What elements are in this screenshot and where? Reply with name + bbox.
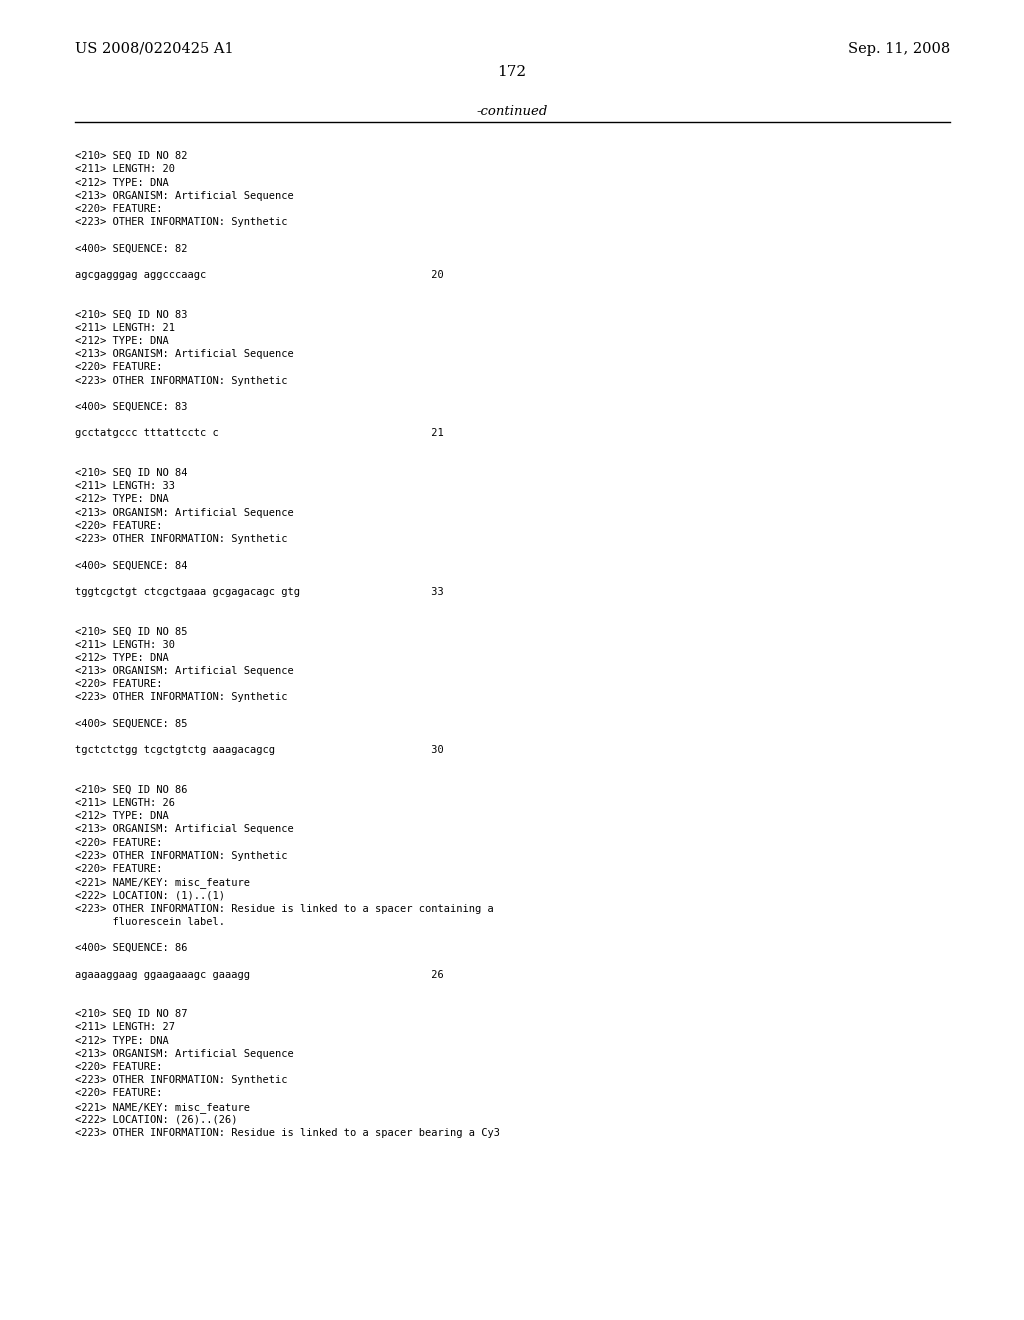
Text: <212> TYPE: DNA: <212> TYPE: DNA — [75, 653, 169, 663]
Text: <400> SEQUENCE: 83: <400> SEQUENCE: 83 — [75, 403, 187, 412]
Text: <211> LENGTH: 21: <211> LENGTH: 21 — [75, 323, 175, 333]
Text: <220> FEATURE:: <220> FEATURE: — [75, 865, 163, 874]
Text: <221> NAME/KEY: misc_feature: <221> NAME/KEY: misc_feature — [75, 878, 250, 888]
Text: <211> LENGTH: 30: <211> LENGTH: 30 — [75, 640, 175, 649]
Text: fluorescein label.: fluorescein label. — [75, 917, 225, 927]
Text: <222> LOCATION: (26)..(26): <222> LOCATION: (26)..(26) — [75, 1115, 238, 1125]
Text: <213> ORGANISM: Artificial Sequence: <213> ORGANISM: Artificial Sequence — [75, 508, 294, 517]
Text: <220> FEATURE:: <220> FEATURE: — [75, 363, 163, 372]
Text: <212> TYPE: DNA: <212> TYPE: DNA — [75, 178, 169, 187]
Text: <211> LENGTH: 20: <211> LENGTH: 20 — [75, 165, 175, 174]
Text: <212> TYPE: DNA: <212> TYPE: DNA — [75, 1036, 169, 1045]
Text: <223> OTHER INFORMATION: Synthetic: <223> OTHER INFORMATION: Synthetic — [75, 376, 288, 385]
Text: <223> OTHER INFORMATION: Residue is linked to a spacer containing a: <223> OTHER INFORMATION: Residue is link… — [75, 904, 494, 913]
Text: -continued: -continued — [476, 106, 548, 117]
Text: <213> ORGANISM: Artificial Sequence: <213> ORGANISM: Artificial Sequence — [75, 667, 294, 676]
Text: <220> FEATURE:: <220> FEATURE: — [75, 521, 163, 531]
Text: <223> OTHER INFORMATION: Synthetic: <223> OTHER INFORMATION: Synthetic — [75, 218, 288, 227]
Text: <213> ORGANISM: Artificial Sequence: <213> ORGANISM: Artificial Sequence — [75, 825, 294, 834]
Text: tgctctctgg tcgctgtctg aaagacagcg                         30: tgctctctgg tcgctgtctg aaagacagcg 30 — [75, 746, 443, 755]
Text: <221> NAME/KEY: misc_feature: <221> NAME/KEY: misc_feature — [75, 1102, 250, 1113]
Text: <222> LOCATION: (1)..(1): <222> LOCATION: (1)..(1) — [75, 891, 225, 900]
Text: <211> LENGTH: 26: <211> LENGTH: 26 — [75, 799, 175, 808]
Text: <211> LENGTH: 33: <211> LENGTH: 33 — [75, 482, 175, 491]
Text: agaaaggaag ggaagaaagc gaaagg                             26: agaaaggaag ggaagaaagc gaaagg 26 — [75, 970, 443, 979]
Text: <210> SEQ ID NO 86: <210> SEQ ID NO 86 — [75, 785, 187, 795]
Text: US 2008/0220425 A1: US 2008/0220425 A1 — [75, 42, 233, 55]
Text: <212> TYPE: DNA: <212> TYPE: DNA — [75, 495, 169, 504]
Text: <213> ORGANISM: Artificial Sequence: <213> ORGANISM: Artificial Sequence — [75, 1049, 294, 1059]
Text: <220> FEATURE:: <220> FEATURE: — [75, 1089, 163, 1098]
Text: <223> OTHER INFORMATION: Residue is linked to a spacer bearing a Cy3: <223> OTHER INFORMATION: Residue is link… — [75, 1129, 500, 1138]
Text: <210> SEQ ID NO 85: <210> SEQ ID NO 85 — [75, 627, 187, 636]
Text: <400> SEQUENCE: 85: <400> SEQUENCE: 85 — [75, 719, 187, 729]
Text: <400> SEQUENCE: 82: <400> SEQUENCE: 82 — [75, 244, 187, 253]
Text: <213> ORGANISM: Artificial Sequence: <213> ORGANISM: Artificial Sequence — [75, 350, 294, 359]
Text: gcctatgccc tttattcctc c                                  21: gcctatgccc tttattcctc c 21 — [75, 429, 443, 438]
Text: <220> FEATURE:: <220> FEATURE: — [75, 680, 163, 689]
Text: <213> ORGANISM: Artificial Sequence: <213> ORGANISM: Artificial Sequence — [75, 191, 294, 201]
Text: <400> SEQUENCE: 86: <400> SEQUENCE: 86 — [75, 944, 187, 953]
Text: <223> OTHER INFORMATION: Synthetic: <223> OTHER INFORMATION: Synthetic — [75, 535, 288, 544]
Text: Sep. 11, 2008: Sep. 11, 2008 — [848, 42, 950, 55]
Text: <220> FEATURE:: <220> FEATURE: — [75, 205, 163, 214]
Text: <223> OTHER INFORMATION: Synthetic: <223> OTHER INFORMATION: Synthetic — [75, 1076, 288, 1085]
Text: <220> FEATURE:: <220> FEATURE: — [75, 1063, 163, 1072]
Text: <212> TYPE: DNA: <212> TYPE: DNA — [75, 812, 169, 821]
Text: <210> SEQ ID NO 84: <210> SEQ ID NO 84 — [75, 469, 187, 478]
Text: <210> SEQ ID NO 83: <210> SEQ ID NO 83 — [75, 310, 187, 319]
Text: <400> SEQUENCE: 84: <400> SEQUENCE: 84 — [75, 561, 187, 570]
Text: 172: 172 — [498, 65, 526, 79]
Text: tggtcgctgt ctcgctgaaa gcgagacagc gtg                     33: tggtcgctgt ctcgctgaaa gcgagacagc gtg 33 — [75, 587, 443, 597]
Text: <223> OTHER INFORMATION: Synthetic: <223> OTHER INFORMATION: Synthetic — [75, 693, 288, 702]
Text: <212> TYPE: DNA: <212> TYPE: DNA — [75, 337, 169, 346]
Text: <220> FEATURE:: <220> FEATURE: — [75, 838, 163, 847]
Text: <210> SEQ ID NO 82: <210> SEQ ID NO 82 — [75, 152, 187, 161]
Text: <223> OTHER INFORMATION: Synthetic: <223> OTHER INFORMATION: Synthetic — [75, 851, 288, 861]
Text: <211> LENGTH: 27: <211> LENGTH: 27 — [75, 1023, 175, 1032]
Text: <210> SEQ ID NO 87: <210> SEQ ID NO 87 — [75, 1010, 187, 1019]
Text: agcgagggag aggcccaagc                                    20: agcgagggag aggcccaagc 20 — [75, 271, 443, 280]
